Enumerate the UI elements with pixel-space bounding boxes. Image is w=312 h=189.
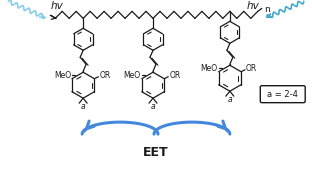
Text: MeO: MeO [54, 71, 71, 80]
Text: OR: OR [169, 71, 180, 80]
Text: hv: hv [51, 1, 64, 11]
FancyBboxPatch shape [260, 86, 305, 103]
Text: MeO: MeO [124, 71, 141, 80]
Text: MeO: MeO [201, 64, 217, 73]
Text: EET: EET [143, 146, 169, 159]
Text: OR: OR [100, 71, 111, 80]
Text: a: a [81, 102, 85, 111]
Text: a: a [227, 95, 232, 104]
Text: a: a [151, 102, 155, 111]
Text: n: n [264, 5, 270, 14]
Text: a = 2-4: a = 2-4 [267, 90, 298, 99]
Text: hv: hv [246, 1, 259, 11]
Text: OR: OR [246, 64, 257, 73]
